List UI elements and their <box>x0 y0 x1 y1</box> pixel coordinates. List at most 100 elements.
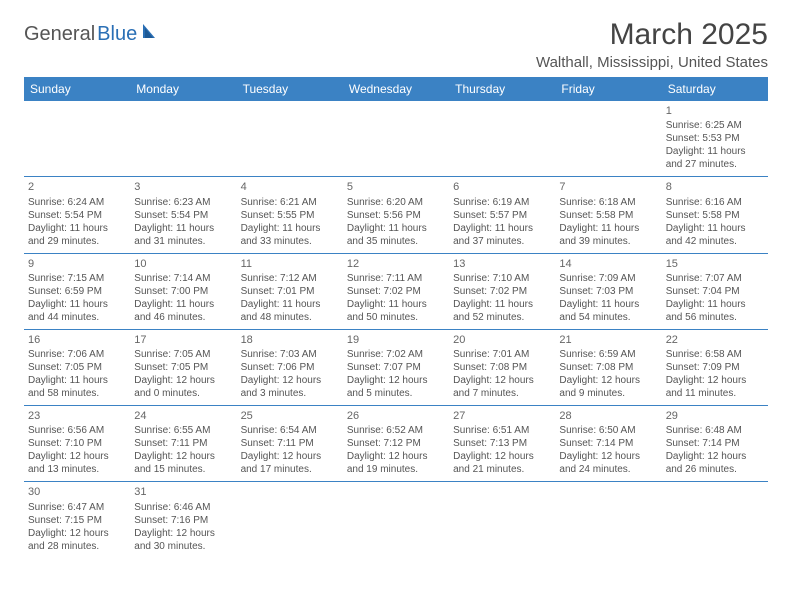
calendar-day: 24Sunrise: 6:55 AMSunset: 7:11 PMDayligh… <box>130 406 236 482</box>
sunrise-text: Sunrise: 6:58 AM <box>666 348 764 361</box>
sunset-text: Sunset: 7:01 PM <box>241 285 339 298</box>
calendar-day: 9Sunrise: 7:15 AMSunset: 6:59 PMDaylight… <box>24 253 130 329</box>
sunset-text: Sunset: 7:14 PM <box>559 437 657 450</box>
sunrise-text: Sunrise: 6:21 AM <box>241 196 339 209</box>
sunrise-text: Sunrise: 6:25 AM <box>666 119 764 132</box>
day-header: Sunday <box>24 77 130 101</box>
calendar-empty <box>449 482 555 558</box>
calendar-body: 1Sunrise: 6:25 AMSunset: 5:53 PMDaylight… <box>24 101 768 558</box>
day-number: 15 <box>666 257 764 271</box>
sunrise-text: Sunrise: 6:50 AM <box>559 424 657 437</box>
calendar-week: 1Sunrise: 6:25 AMSunset: 5:53 PMDaylight… <box>24 101 768 177</box>
brand-part1: General <box>24 23 95 46</box>
calendar-day: 25Sunrise: 6:54 AMSunset: 7:11 PMDayligh… <box>237 406 343 482</box>
calendar-empty <box>237 482 343 558</box>
daylight-text: Daylight: 12 hours and 24 minutes. <box>559 450 657 476</box>
daylight-text: Daylight: 12 hours and 7 minutes. <box>453 374 551 400</box>
calendar-week: 9Sunrise: 7:15 AMSunset: 6:59 PMDaylight… <box>24 253 768 329</box>
calendar-day: 15Sunrise: 7:07 AMSunset: 7:04 PMDayligh… <box>662 253 768 329</box>
day-number: 31 <box>134 485 232 499</box>
day-number: 13 <box>453 257 551 271</box>
daylight-text: Daylight: 12 hours and 3 minutes. <box>241 374 339 400</box>
calendar-week: 2Sunrise: 6:24 AMSunset: 5:54 PMDaylight… <box>24 177 768 253</box>
calendar-day: 28Sunrise: 6:50 AMSunset: 7:14 PMDayligh… <box>555 406 661 482</box>
calendar-empty <box>449 101 555 177</box>
sunrise-text: Sunrise: 7:14 AM <box>134 272 232 285</box>
sunset-text: Sunset: 7:11 PM <box>134 437 232 450</box>
sunset-text: Sunset: 7:00 PM <box>134 285 232 298</box>
day-number: 2 <box>28 180 126 194</box>
sunrise-text: Sunrise: 6:51 AM <box>453 424 551 437</box>
daylight-text: Daylight: 11 hours and 50 minutes. <box>347 298 445 324</box>
daylight-text: Daylight: 11 hours and 56 minutes. <box>666 298 764 324</box>
day-header: Monday <box>130 77 236 101</box>
sunrise-text: Sunrise: 7:10 AM <box>453 272 551 285</box>
calendar-day: 10Sunrise: 7:14 AMSunset: 7:00 PMDayligh… <box>130 253 236 329</box>
sunrise-text: Sunrise: 6:54 AM <box>241 424 339 437</box>
sunset-text: Sunset: 5:56 PM <box>347 209 445 222</box>
calendar-day: 22Sunrise: 6:58 AMSunset: 7:09 PMDayligh… <box>662 329 768 405</box>
calendar-empty <box>24 101 130 177</box>
daylight-text: Daylight: 12 hours and 19 minutes. <box>347 450 445 476</box>
daylight-text: Daylight: 12 hours and 30 minutes. <box>134 527 232 553</box>
calendar-day: 14Sunrise: 7:09 AMSunset: 7:03 PMDayligh… <box>555 253 661 329</box>
calendar-week: 23Sunrise: 6:56 AMSunset: 7:10 PMDayligh… <box>24 406 768 482</box>
sunrise-text: Sunrise: 7:05 AM <box>134 348 232 361</box>
sunset-text: Sunset: 7:16 PM <box>134 514 232 527</box>
sunrise-text: Sunrise: 6:19 AM <box>453 196 551 209</box>
day-number: 6 <box>453 180 551 194</box>
calendar-day: 26Sunrise: 6:52 AMSunset: 7:12 PMDayligh… <box>343 406 449 482</box>
daylight-text: Daylight: 12 hours and 13 minutes. <box>28 450 126 476</box>
calendar-day: 12Sunrise: 7:11 AMSunset: 7:02 PMDayligh… <box>343 253 449 329</box>
calendar-day: 8Sunrise: 6:16 AMSunset: 5:58 PMDaylight… <box>662 177 768 253</box>
day-number: 10 <box>134 257 232 271</box>
calendar-day: 5Sunrise: 6:20 AMSunset: 5:56 PMDaylight… <box>343 177 449 253</box>
day-number: 1 <box>666 104 764 118</box>
brand-logo: GeneralBlue <box>24 22 163 46</box>
sunset-text: Sunset: 7:14 PM <box>666 437 764 450</box>
month-title: March 2025 <box>536 18 768 52</box>
sunset-text: Sunset: 7:05 PM <box>28 361 126 374</box>
day-number: 4 <box>241 180 339 194</box>
sunrise-text: Sunrise: 6:55 AM <box>134 424 232 437</box>
day-number: 22 <box>666 333 764 347</box>
calendar-day: 18Sunrise: 7:03 AMSunset: 7:06 PMDayligh… <box>237 329 343 405</box>
calendar-day: 27Sunrise: 6:51 AMSunset: 7:13 PMDayligh… <box>449 406 555 482</box>
day-header: Wednesday <box>343 77 449 101</box>
day-number: 3 <box>134 180 232 194</box>
sunset-text: Sunset: 5:54 PM <box>134 209 232 222</box>
day-number: 27 <box>453 409 551 423</box>
sunset-text: Sunset: 7:04 PM <box>666 285 764 298</box>
sunset-text: Sunset: 7:15 PM <box>28 514 126 527</box>
daylight-text: Daylight: 12 hours and 9 minutes. <box>559 374 657 400</box>
calendar-day: 7Sunrise: 6:18 AMSunset: 5:58 PMDaylight… <box>555 177 661 253</box>
day-number: 16 <box>28 333 126 347</box>
daylight-text: Daylight: 12 hours and 26 minutes. <box>666 450 764 476</box>
calendar-empty <box>343 482 449 558</box>
daylight-text: Daylight: 11 hours and 33 minutes. <box>241 222 339 248</box>
calendar-day: 1Sunrise: 6:25 AMSunset: 5:53 PMDaylight… <box>662 101 768 177</box>
calendar-day: 19Sunrise: 7:02 AMSunset: 7:07 PMDayligh… <box>343 329 449 405</box>
calendar-table: SundayMondayTuesdayWednesdayThursdayFrid… <box>24 77 768 558</box>
sunrise-text: Sunrise: 7:02 AM <box>347 348 445 361</box>
day-number: 12 <box>347 257 445 271</box>
calendar-day: 6Sunrise: 6:19 AMSunset: 5:57 PMDaylight… <box>449 177 555 253</box>
calendar-empty <box>662 482 768 558</box>
brand-part2: Blue <box>97 23 137 46</box>
calendar-empty <box>555 482 661 558</box>
calendar-empty <box>237 101 343 177</box>
calendar-empty <box>343 101 449 177</box>
sunrise-text: Sunrise: 7:01 AM <box>453 348 551 361</box>
sunset-text: Sunset: 7:09 PM <box>666 361 764 374</box>
calendar-day: 31Sunrise: 6:46 AMSunset: 7:16 PMDayligh… <box>130 482 236 558</box>
day-number: 25 <box>241 409 339 423</box>
daylight-text: Daylight: 12 hours and 15 minutes. <box>134 450 232 476</box>
daylight-text: Daylight: 12 hours and 17 minutes. <box>241 450 339 476</box>
location-text: Walthall, Mississippi, United States <box>536 54 768 71</box>
daylight-text: Daylight: 11 hours and 29 minutes. <box>28 222 126 248</box>
day-number: 11 <box>241 257 339 271</box>
calendar-day: 20Sunrise: 7:01 AMSunset: 7:08 PMDayligh… <box>449 329 555 405</box>
daylight-text: Daylight: 11 hours and 35 minutes. <box>347 222 445 248</box>
day-number: 17 <box>134 333 232 347</box>
day-number: 20 <box>453 333 551 347</box>
